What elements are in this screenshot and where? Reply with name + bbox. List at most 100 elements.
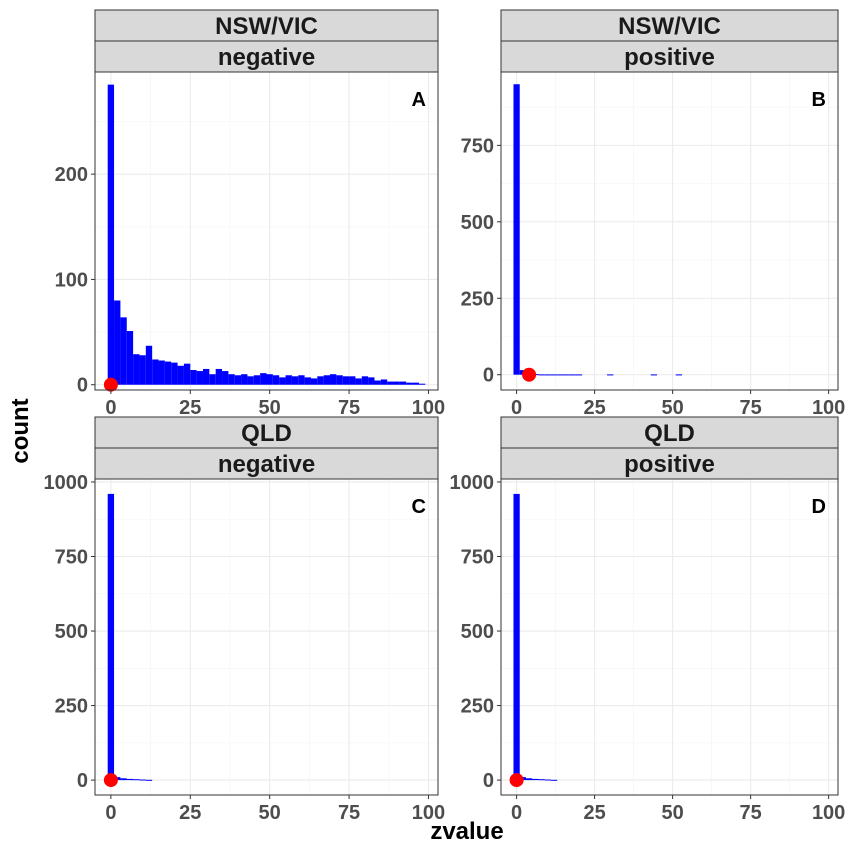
histogram-bar <box>177 365 184 385</box>
x-tick-label: 50 <box>661 397 683 419</box>
data-point <box>509 773 524 788</box>
histogram-bar <box>158 360 165 385</box>
histogram-bar <box>513 84 520 375</box>
x-tick-label: 75 <box>740 397 762 419</box>
data-point <box>522 367 537 382</box>
histogram-bar <box>279 377 286 385</box>
histogram-bar <box>202 368 210 385</box>
facet-strip-bottom <box>94 40 439 73</box>
histogram-bar <box>183 363 191 385</box>
panel-border <box>94 71 439 391</box>
histogram-bar <box>393 381 400 385</box>
histogram-bar <box>114 300 121 385</box>
histogram-bar <box>126 778 134 781</box>
histogram-bar <box>336 375 343 385</box>
y-tick-label: 500 <box>55 621 88 643</box>
panel-border <box>500 478 839 796</box>
y-tick-label: 250 <box>461 696 494 718</box>
histogram-bar <box>563 374 570 376</box>
y-tick-label: 0 <box>483 365 494 387</box>
facet-strip-top-label: QLD <box>644 420 695 447</box>
facet-strip-top-label: NSW/VIC <box>618 13 721 40</box>
histogram-bar <box>120 778 127 781</box>
x-tick-label: 100 <box>812 397 845 419</box>
histogram-bar <box>139 779 146 781</box>
histogram-bar <box>139 355 146 385</box>
y-tick-label: 200 <box>55 164 88 186</box>
x-tick-label: 0 <box>105 802 116 824</box>
facet-strip-top <box>500 416 839 449</box>
histogram-bar <box>291 376 299 385</box>
y-tick-label: 750 <box>461 547 494 569</box>
x-tick-label: 75 <box>338 802 360 824</box>
histogram-bar <box>317 376 324 385</box>
y-tick-label: 750 <box>461 135 494 157</box>
x-tick-label: 50 <box>259 397 281 419</box>
y-axis-title: count <box>7 398 34 463</box>
histogram-bar <box>525 778 533 781</box>
x-tick-label: 100 <box>412 397 445 419</box>
histogram-bar <box>107 84 115 385</box>
histogram-bar <box>133 779 140 781</box>
panel-border <box>500 71 839 391</box>
y-tick-label: 0 <box>77 770 88 792</box>
x-tick-label: 75 <box>740 802 762 824</box>
y-tick-label: 500 <box>461 621 494 643</box>
panel-background <box>95 479 438 795</box>
y-tick-label: 1000 <box>44 472 89 494</box>
facet-strip-bottom <box>500 40 839 73</box>
histogram-bar <box>164 361 172 385</box>
histogram-bar <box>272 375 280 385</box>
panel-border <box>94 478 439 796</box>
histogram-bar <box>361 376 369 385</box>
histogram-bar <box>234 375 242 385</box>
histogram-bar <box>355 378 362 385</box>
panel-background <box>501 479 838 795</box>
histogram-bar <box>145 345 153 385</box>
x-tick-label: 50 <box>661 802 683 824</box>
histogram-bar <box>330 374 337 385</box>
histogram-bar <box>544 374 551 376</box>
histogram-bar <box>569 374 576 376</box>
panel-2: NSW/VIC positive B 0 25 50 75 100 0 250 500 750 <box>461 9 845 419</box>
histogram-bar <box>241 374 248 385</box>
x-tick-label: 25 <box>179 397 201 419</box>
histogram-bar <box>342 376 350 385</box>
data-point <box>103 377 118 392</box>
histogram-bar <box>215 368 223 385</box>
y-tick-label: 0 <box>483 770 494 792</box>
histogram-bar <box>650 374 658 376</box>
facet-strip-bottom-label: positive <box>624 44 715 71</box>
histogram-bar <box>575 374 583 376</box>
histogram-bar <box>550 374 558 376</box>
y-tick-label: 750 <box>55 547 88 569</box>
y-tick-label: 100 <box>55 269 88 291</box>
data-point <box>103 773 118 788</box>
histogram-bar <box>557 374 564 376</box>
panel-tag-label: D <box>812 496 826 518</box>
histogram-bar <box>266 374 273 385</box>
facet-strip-top-label: NSW/VIC <box>215 13 318 40</box>
histogram-bar <box>412 382 419 385</box>
x-tick-label: 0 <box>511 802 522 824</box>
facet-strip-top <box>94 416 439 449</box>
histogram-bar <box>374 380 381 385</box>
y-tick-label: 500 <box>461 212 494 234</box>
histogram-bar <box>513 493 520 781</box>
histogram-bar <box>120 317 127 385</box>
x-tick-label: 25 <box>583 802 605 824</box>
facet-strip-top-label: QLD <box>241 420 292 447</box>
histogram-bar <box>285 375 292 385</box>
x-tick-label: 75 <box>338 397 360 419</box>
histogram-bar <box>538 779 545 781</box>
histogram-bar <box>675 374 682 376</box>
facet-strip-bottom <box>94 447 439 480</box>
histogram-bar <box>310 378 318 385</box>
histogram-bar <box>304 377 311 385</box>
histogram-bar <box>209 374 216 385</box>
histogram-bar <box>260 373 267 385</box>
facet-strip-top <box>94 9 439 42</box>
histogram-bar <box>399 381 407 385</box>
